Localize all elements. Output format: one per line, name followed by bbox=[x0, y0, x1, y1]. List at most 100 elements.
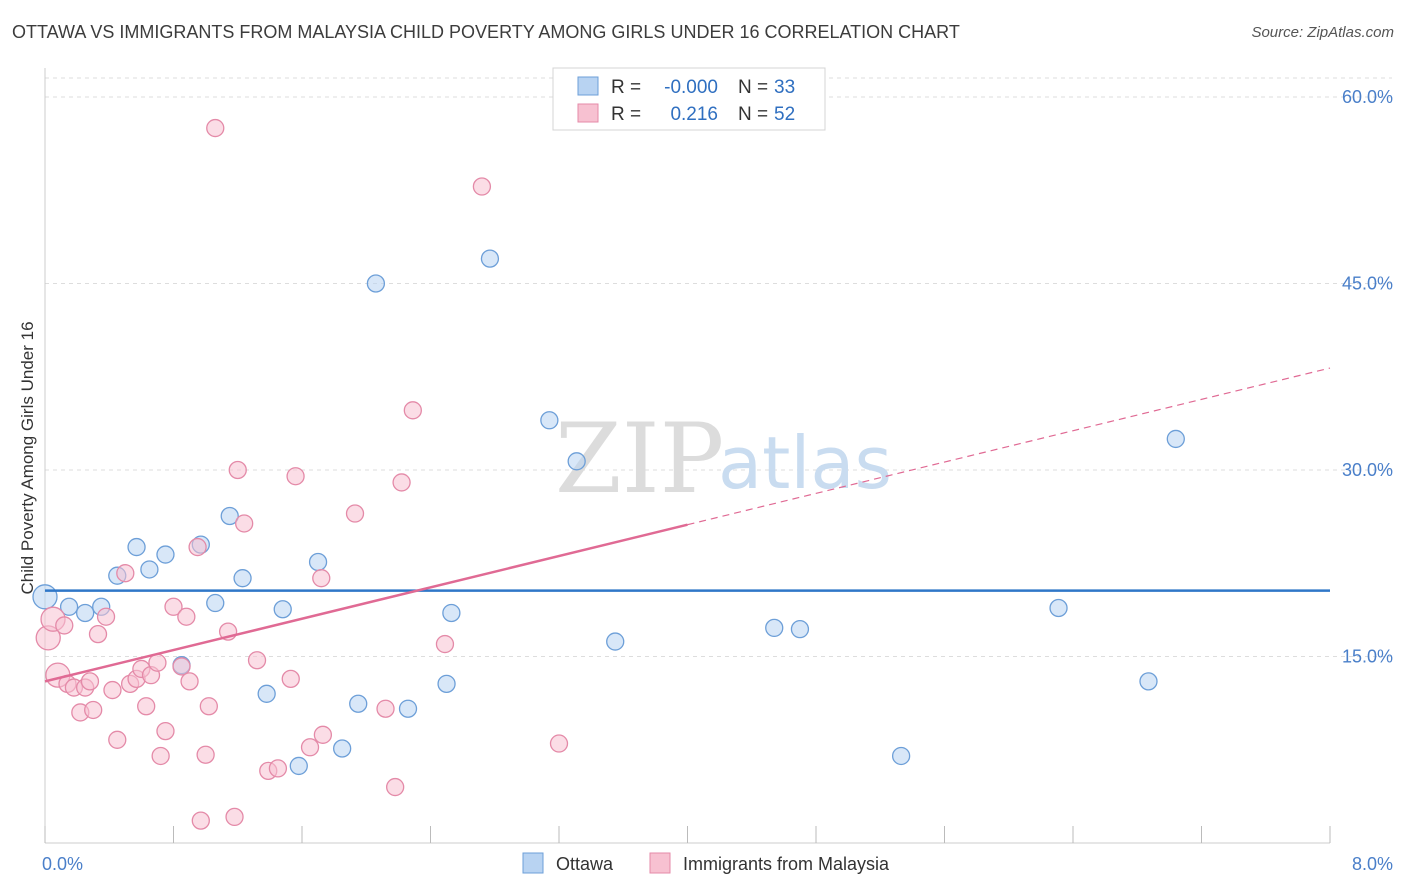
ottawa-point bbox=[76, 603, 95, 623]
legend-ottawa-r-value: -0.000 bbox=[664, 77, 718, 98]
ottawa-point bbox=[1166, 429, 1185, 449]
malaysia-point bbox=[300, 738, 320, 757]
malaysia-point bbox=[345, 504, 365, 523]
malaysia-point bbox=[180, 672, 199, 691]
malaysia-point bbox=[376, 699, 395, 718]
ottawa-point bbox=[273, 600, 292, 619]
malaysia-point bbox=[225, 807, 244, 827]
malaysia-point bbox=[199, 697, 218, 716]
malaysia-point bbox=[228, 460, 247, 480]
malaysia-point bbox=[151, 746, 170, 766]
ottawa-point bbox=[567, 452, 586, 471]
malaysia-point bbox=[96, 607, 116, 626]
ottawa-point bbox=[349, 694, 368, 713]
ottawa-point bbox=[289, 756, 308, 776]
legend-top: R = -0.000 N = 33 R = 0.216 N = 52 bbox=[552, 67, 826, 131]
legend-ottawa-r-label: R = bbox=[611, 77, 641, 98]
malaysia-point bbox=[403, 401, 422, 420]
malaysia-point bbox=[392, 473, 411, 492]
legend-malaysia-r-label: R = bbox=[611, 104, 641, 125]
ottawa-point bbox=[891, 746, 911, 766]
legend-malaysia-swatch bbox=[577, 103, 599, 123]
ottawa-point bbox=[398, 699, 418, 718]
tick-labels: 15.0% 30.0% 45.0% 60.0% 0.0% 8.0% bbox=[42, 87, 1393, 874]
malaysia-trend-line-extrapolated bbox=[687, 367, 1331, 526]
legend-bottom: Ottawa Immigrants from Malaysia bbox=[522, 852, 890, 874]
legend-malaysia-n-value: 52 bbox=[774, 104, 795, 125]
legend-ottawa-n-value: 33 bbox=[774, 77, 795, 98]
chart-title: OTTAWA VS IMMIGRANTS FROM MALAYSIA CHILD… bbox=[12, 22, 960, 42]
malaysia-point bbox=[148, 653, 167, 672]
ottawa-point bbox=[1049, 598, 1068, 618]
y-tick-label: 60.0% bbox=[1342, 87, 1393, 107]
legend-bottom-ottawa-label: Ottawa bbox=[556, 854, 614, 874]
malaysia-point bbox=[191, 811, 210, 830]
malaysia-point bbox=[281, 669, 300, 689]
malaysia-point bbox=[172, 657, 191, 676]
legend-malaysia-n-label: N = bbox=[738, 104, 768, 125]
legend-bottom-malaysia-label: Immigrants from Malaysia bbox=[683, 854, 890, 874]
malaysia-point bbox=[386, 777, 405, 797]
malaysia-point bbox=[80, 672, 100, 691]
malaysia-trend-line bbox=[44, 523, 688, 683]
malaysia-point bbox=[84, 700, 103, 720]
malaysia-point bbox=[55, 616, 74, 635]
malaysia-point bbox=[116, 564, 135, 583]
ottawa-point bbox=[1139, 672, 1158, 691]
legend-bottom-malaysia-swatch bbox=[649, 852, 671, 874]
x-tick-label-min: 0.0% bbox=[42, 854, 83, 874]
ottawa-point bbox=[257, 684, 276, 703]
legend-malaysia-r-value: 0.216 bbox=[670, 104, 718, 125]
malaysia-point bbox=[137, 697, 156, 716]
malaysia-point bbox=[247, 651, 267, 670]
grid-lines bbox=[45, 77, 1392, 657]
y-tick-label: 45.0% bbox=[1342, 274, 1393, 294]
malaysia-point bbox=[196, 745, 215, 764]
y-tick-label: 15.0% bbox=[1342, 647, 1393, 667]
ottawa-point bbox=[442, 603, 461, 623]
ottawa-point bbox=[156, 545, 175, 564]
malaysia-point bbox=[235, 514, 254, 533]
malaysia-point bbox=[156, 721, 175, 741]
legend-ottawa-n-label: N = bbox=[738, 77, 768, 98]
x-tick-label-max: 8.0% bbox=[1352, 854, 1393, 874]
malaysia-point bbox=[312, 569, 331, 588]
ottawa-point bbox=[140, 560, 159, 579]
malaysia-point bbox=[268, 759, 288, 778]
malaysia-point bbox=[103, 680, 122, 700]
ottawa-point bbox=[127, 537, 146, 557]
malaysia-point bbox=[206, 118, 225, 138]
ottawa-point bbox=[220, 506, 239, 526]
ottawa-point bbox=[233, 569, 252, 588]
trend-lines bbox=[44, 367, 1331, 683]
malaysia-point bbox=[313, 725, 333, 744]
ottawa-point bbox=[540, 411, 559, 430]
ottawa-point bbox=[333, 739, 352, 758]
axes bbox=[44, 68, 1331, 844]
ottawa-point bbox=[606, 632, 625, 651]
ottawa-point bbox=[480, 249, 500, 268]
source-label: Source: ZipAtlas.com bbox=[1251, 24, 1394, 41]
ottawa-point bbox=[308, 552, 328, 572]
malaysia-point bbox=[188, 537, 207, 557]
malaysia-point bbox=[549, 734, 569, 753]
ottawa-point bbox=[366, 274, 386, 293]
legend-ottawa-swatch bbox=[577, 76, 599, 96]
malaysia-point bbox=[435, 634, 455, 654]
malaysia-point bbox=[88, 624, 108, 644]
y-axis-title: Child Poverty Among Girls Under 16 bbox=[18, 321, 37, 594]
ottawa-point bbox=[790, 619, 810, 639]
malaysia-points bbox=[35, 118, 569, 830]
ottawa-point bbox=[765, 618, 784, 638]
y-tick-label: 30.0% bbox=[1342, 460, 1393, 480]
malaysia-point bbox=[472, 177, 492, 196]
legend-bottom-ottawa-swatch bbox=[522, 852, 544, 874]
watermark: ZIP atlas bbox=[555, 403, 892, 515]
malaysia-point bbox=[108, 730, 127, 749]
ottawa-point bbox=[206, 593, 225, 613]
malaysia-point bbox=[164, 597, 183, 616]
watermark-atlas: atlas bbox=[718, 421, 892, 505]
malaysia-point bbox=[286, 467, 305, 486]
ottawa-point bbox=[437, 674, 456, 694]
